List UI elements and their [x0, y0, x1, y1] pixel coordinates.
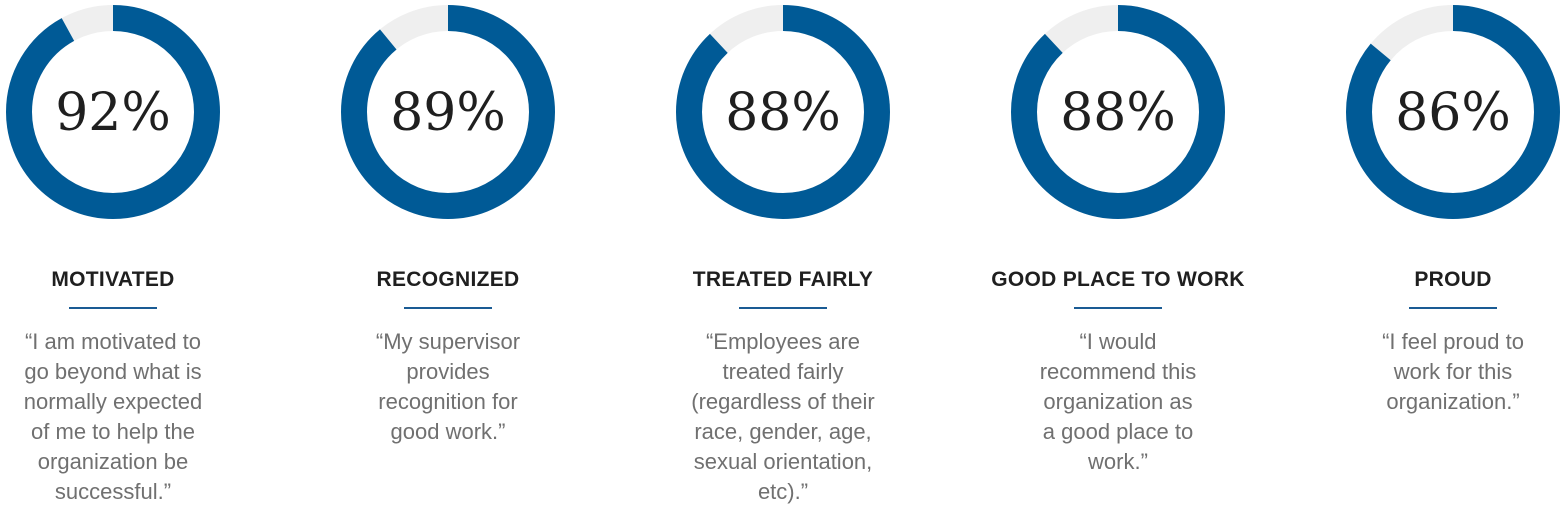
statement-line: “I would — [1079, 329, 1157, 354]
donut-chart: 88% — [653, 0, 913, 230]
metric-column: 92% MOTIVATED “I am motivated to go beyond … — [0, 0, 243, 505]
metric-column: 88% GOOD PLACE TO WORK “I would recommend t… — [988, 0, 1248, 505]
heading-underline — [404, 307, 492, 309]
survey-statement: “Employees are treated fairly (regardless … — [653, 327, 913, 507]
statement-line: work for this — [1393, 359, 1513, 384]
donut-svg: 89% — [341, 5, 555, 219]
metric-column: 86% PROUD “I feel proud to work for this org… — [1323, 0, 1567, 505]
donut-chart: 92% — [0, 0, 243, 230]
statement-line: normally expected — [23, 389, 203, 414]
survey-statement: “My supervisor provides recognition for goo… — [318, 327, 578, 447]
statement-line: work.” — [1088, 449, 1148, 474]
statement-line: recognition for — [378, 389, 518, 414]
statement-line: etc).” — [757, 479, 809, 504]
percentage-label: 89% — [390, 83, 506, 143]
donut-svg: 88% — [1011, 5, 1225, 219]
metric-heading: TREATED FAIRLY — [692, 268, 874, 291]
statement-line: sexual orientation, — [693, 449, 873, 474]
heading-underline — [1409, 307, 1497, 309]
percentage-label: 88% — [1060, 83, 1176, 143]
metric-heading: GOOD PLACE TO WORK — [991, 268, 1245, 291]
donut-value-arc — [676, 5, 890, 219]
statement-line: “I am motivated to — [24, 329, 202, 354]
statement-line: “My supervisor — [375, 329, 521, 354]
statement-line: “Employees are — [705, 329, 861, 354]
metric-heading: MOTIVATED — [51, 268, 175, 291]
survey-statement: “I am motivated to go beyond what is norma… — [0, 327, 243, 507]
statement-line: organization.” — [1386, 389, 1520, 414]
statement-line: “I feel proud to — [1382, 329, 1524, 354]
donut-value-arc — [1011, 5, 1225, 219]
statement-line: good work.” — [390, 419, 506, 444]
percentage-label: 92% — [55, 83, 171, 143]
statement-line: (regardless of their — [691, 389, 875, 414]
heading-underline — [739, 307, 827, 309]
donut-value-arc — [341, 5, 555, 219]
statement-line: of me to help the — [31, 419, 195, 444]
statement-line: recommend this — [1039, 359, 1197, 384]
metric-column: 88% TREATED FAIRLY “Employees are treated f… — [653, 0, 913, 505]
heading-underline — [69, 307, 157, 309]
donut-svg: 92% — [6, 5, 220, 219]
donut-svg: 86% — [1346, 5, 1560, 219]
donut-value-arc — [1346, 5, 1560, 219]
statement-line: race, gender, age, — [694, 419, 872, 444]
survey-statement: “I would recommend this organization as a g… — [988, 327, 1248, 477]
metric-heading: PROUD — [1414, 268, 1492, 291]
statement-line: successful.” — [54, 479, 172, 504]
statement-line: organization be — [37, 449, 189, 474]
metric-heading: RECOGNIZED — [376, 268, 520, 291]
donut-chart: 88% — [988, 0, 1248, 230]
metric-column: 89% RECOGNIZED “My supervisor provides recog… — [318, 0, 578, 505]
statement-line: provides — [406, 359, 490, 384]
percentage-label: 88% — [725, 83, 841, 143]
survey-statement: “I feel proud to work for this organizatio… — [1323, 327, 1567, 417]
percentage-label: 86% — [1395, 83, 1511, 143]
statement-line: organization as — [1043, 389, 1193, 414]
heading-underline — [1074, 307, 1162, 309]
donut-svg: 88% — [676, 5, 890, 219]
donut-chart: 86% — [1323, 0, 1567, 230]
statement-line: a good place to — [1042, 419, 1194, 444]
donut-chart: 89% — [318, 0, 578, 230]
statement-line: treated fairly — [722, 359, 844, 384]
donut-value-arc — [6, 5, 220, 219]
statement-line: go beyond what is — [24, 359, 202, 384]
